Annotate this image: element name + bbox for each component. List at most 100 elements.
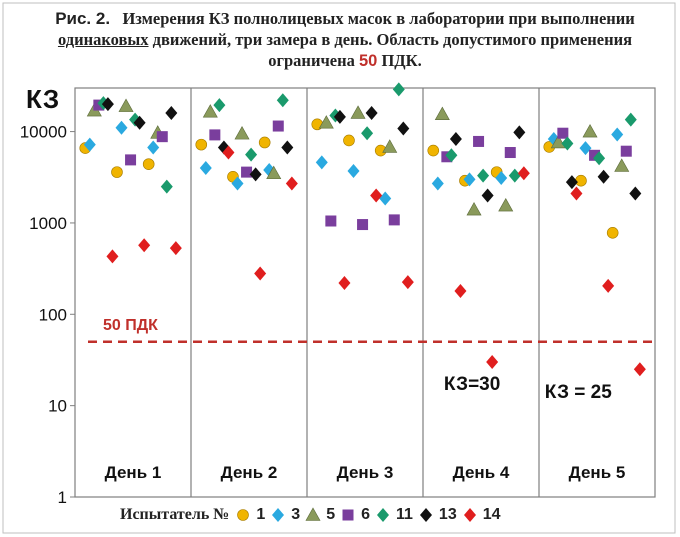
data-point xyxy=(606,226,619,239)
legend-title: Испытатель № xyxy=(120,506,230,523)
legend-marker xyxy=(463,508,476,522)
data-point xyxy=(272,120,284,132)
data-point xyxy=(115,120,128,135)
data-point xyxy=(285,176,298,191)
data-point xyxy=(575,174,587,187)
data-point xyxy=(620,145,632,157)
data-point xyxy=(427,144,440,157)
data-point xyxy=(350,105,366,119)
data-point xyxy=(202,104,218,118)
data-point xyxy=(517,166,530,181)
data-point xyxy=(379,191,392,206)
data-point xyxy=(101,97,114,112)
legend-item: 13 xyxy=(418,506,457,524)
data-point xyxy=(361,126,374,141)
legend-label: 14 xyxy=(482,506,501,523)
data-point xyxy=(579,141,592,156)
legend-marker xyxy=(305,507,321,521)
data-point xyxy=(213,98,226,113)
data-point xyxy=(169,241,182,256)
legend-marker-shape xyxy=(377,508,389,522)
y-tick-label: 1 xyxy=(58,488,67,507)
legend-marker xyxy=(377,508,389,522)
figure-title-underlined: одинаковых xyxy=(57,30,149,49)
data-point xyxy=(557,127,569,139)
legend-label: 11 xyxy=(396,506,413,523)
data-point xyxy=(504,147,516,159)
figure-title-limit: 50 xyxy=(358,52,378,70)
data-point xyxy=(593,151,606,166)
data-point xyxy=(565,175,578,190)
day-label: День 4 xyxy=(453,463,510,482)
legend-label: 13 xyxy=(438,506,457,523)
data-point xyxy=(83,137,96,152)
data-point xyxy=(582,123,598,138)
data-point xyxy=(347,164,360,179)
legend: Испытатель № 1 3 5 6 11 13 14 xyxy=(120,503,506,527)
legend-marker-shape xyxy=(342,509,354,521)
data-point xyxy=(222,145,235,160)
data-point xyxy=(633,362,646,377)
data-point xyxy=(392,82,405,97)
legend-marker-shape xyxy=(419,508,432,522)
legend-item: 1 xyxy=(235,506,265,524)
figure-title-text-1: Измерения КЗ полнолицевых масок в лабора… xyxy=(122,9,635,28)
figure-title-end: ПДК. xyxy=(381,51,422,70)
data-point xyxy=(495,171,508,186)
legend-item: 14 xyxy=(462,506,501,524)
data-point xyxy=(365,105,378,120)
data-point xyxy=(209,129,221,141)
data-point xyxy=(258,136,271,149)
data-point xyxy=(160,179,173,194)
data-point xyxy=(276,93,289,108)
day-label: День 2 xyxy=(221,463,278,482)
legend-marker-shape xyxy=(272,508,285,522)
data-point xyxy=(234,126,250,140)
data-point xyxy=(118,98,134,112)
legend-item: 11 xyxy=(375,506,413,524)
figure-number: Рис. 2. xyxy=(55,9,111,28)
data-point xyxy=(199,160,212,175)
legend-item: 5 xyxy=(305,506,335,524)
legend-items: 1 3 5 6 11 13 14 xyxy=(235,506,505,524)
day-label: День 3 xyxy=(337,463,394,482)
data-point xyxy=(125,154,137,166)
data-point xyxy=(454,283,467,298)
data-point xyxy=(445,148,458,163)
data-point xyxy=(561,136,574,151)
data-point xyxy=(315,155,328,170)
legend-label: 3 xyxy=(291,506,301,523)
data-point xyxy=(508,168,521,183)
legend-label: 5 xyxy=(326,506,336,523)
legend-item: 6 xyxy=(340,506,370,524)
data-point xyxy=(431,176,444,191)
annotation: КЗ=30 xyxy=(444,374,500,395)
data-point xyxy=(138,238,151,253)
y-tick-label: 10000 xyxy=(20,123,67,142)
legend-marker xyxy=(342,509,354,521)
data-point xyxy=(401,275,414,290)
figure-title: Рис. 2. Измерения КЗ полнолицевых масок … xyxy=(40,8,650,72)
day-label: День 5 xyxy=(569,463,626,482)
y-tick-label: 100 xyxy=(39,305,67,324)
data-point xyxy=(611,127,624,142)
data-point xyxy=(370,188,383,203)
day-label: День 1 xyxy=(105,463,162,482)
figure-title-text-2: движений, три замера в день. Область доп… xyxy=(152,30,633,70)
data-point xyxy=(486,355,499,370)
data-point xyxy=(133,115,146,130)
data-point xyxy=(147,140,160,155)
data-point xyxy=(473,135,485,147)
legend-marker xyxy=(237,509,250,521)
data-point xyxy=(602,278,615,293)
data-point xyxy=(231,176,244,191)
data-point xyxy=(156,131,168,143)
data-point xyxy=(498,197,514,212)
data-point xyxy=(466,201,482,216)
y-tick-label: 1000 xyxy=(29,214,67,233)
data-point xyxy=(434,106,450,120)
data-point xyxy=(481,188,494,203)
data-point xyxy=(93,99,105,111)
